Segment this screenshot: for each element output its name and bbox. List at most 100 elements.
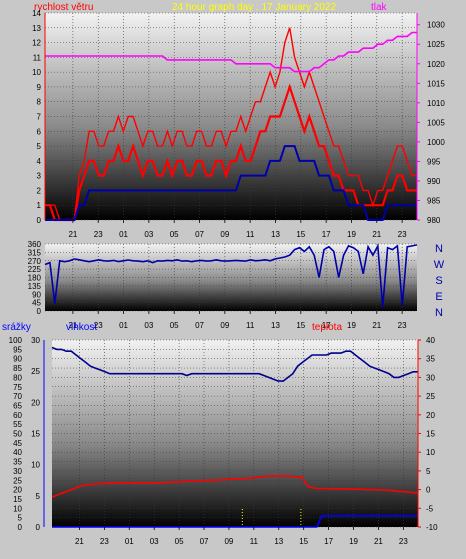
wind-direction-tick-label: 0 xyxy=(37,307,42,316)
x-tick-label: 11 xyxy=(250,537,259,546)
compass-label: S xyxy=(435,275,442,287)
wind-speed-tick-label: 6 xyxy=(37,127,42,136)
rain-tick-label: 20 xyxy=(13,486,22,495)
compass-label: N xyxy=(435,307,443,319)
rain-tick-label: 50 xyxy=(13,430,22,439)
wind-speed-series-line xyxy=(45,83,417,222)
wind-speed-tick-label: 5 xyxy=(37,142,42,151)
wind-direction-tick-label: 225 xyxy=(28,265,42,274)
humidity-tick-label: 15 xyxy=(31,430,40,439)
rain-tick-label: 75 xyxy=(13,383,22,392)
humidity-label: vlhkost xyxy=(66,322,97,333)
rain-tick-label: 80 xyxy=(13,373,22,382)
rain-tick-label: 95 xyxy=(13,345,22,354)
x-tick-label: 09 xyxy=(224,537,233,546)
compass-label: N xyxy=(435,243,443,255)
x-tick-label: 23 xyxy=(94,230,103,239)
humidity-tick-label: 30 xyxy=(31,336,40,345)
wind-pressure-series xyxy=(45,27,417,222)
x-tick-label: 17 xyxy=(322,321,331,330)
x-tick-label: 21 xyxy=(68,230,77,239)
pressure-tick-label: 1020 xyxy=(427,60,445,69)
x-tick-label: 17 xyxy=(324,537,333,546)
rain-tick-label: 45 xyxy=(13,439,22,448)
wind-direction-tick-label: 45 xyxy=(32,299,41,308)
pressure-tick-label: 985 xyxy=(427,196,441,205)
wind-speed-tick-label: 10 xyxy=(32,68,41,77)
wind-speed-tick-label: 0 xyxy=(37,216,42,225)
x-tick-label: 09 xyxy=(220,230,229,239)
wind-speed-label: rychlost větru xyxy=(34,2,93,13)
rain-tick-label: 0 xyxy=(18,523,23,532)
wind-speed-tick-label: 7 xyxy=(37,113,42,122)
wind-direction-tick-label: 315 xyxy=(28,248,42,257)
temperature-tick-label: 20 xyxy=(426,411,435,420)
wind-speed-tick-label: 12 xyxy=(32,39,41,48)
x-tick-label: 07 xyxy=(195,321,204,330)
rain-label: srážky xyxy=(2,322,31,333)
pressure-label: tlak xyxy=(371,2,388,13)
rain-tick-label: 100 xyxy=(9,336,23,345)
x-tick-label: 23 xyxy=(398,321,407,330)
rain-tick-label: 10 xyxy=(13,504,22,513)
x-tick-label: 15 xyxy=(296,321,305,330)
x-tick-label: 13 xyxy=(271,230,280,239)
pressure-tick-label: 980 xyxy=(427,216,441,225)
temperature-tick-label: -5 xyxy=(426,504,434,513)
wind-direction-tick-label: 270 xyxy=(28,257,42,266)
wind-speed-tick-label: 8 xyxy=(37,98,42,107)
wind-direction-tick-label: 135 xyxy=(28,282,42,291)
x-tick-label: 13 xyxy=(274,537,283,546)
average-wind-series-line xyxy=(45,145,417,221)
x-tick-label: 01 xyxy=(119,321,128,330)
x-tick-label: 21 xyxy=(68,321,77,330)
humidity-tick-label: 10 xyxy=(31,461,40,470)
rain-tick-label: 5 xyxy=(18,514,23,523)
chart-title: 24 hour graph day : 17 January 2022 xyxy=(172,2,336,13)
wind-speed-tick-label: 14 xyxy=(32,9,41,18)
x-tick-label: 13 xyxy=(271,321,280,330)
temperature-tick-label: 5 xyxy=(426,467,431,476)
rain-axis: 0510152025303540455055606570758085909510… xyxy=(9,336,23,532)
rain-series-line xyxy=(52,515,418,528)
rain-tick-label: 25 xyxy=(13,476,22,485)
x-tick-label: 09 xyxy=(220,321,229,330)
x-tick-label: 07 xyxy=(200,537,209,546)
x-tick-label: 15 xyxy=(299,537,308,546)
humidity-temperature-series xyxy=(51,346,419,528)
wind-speed-tick-label: 1 xyxy=(37,201,42,210)
x-tick-label: 11 xyxy=(246,321,255,330)
wind-pressure-x-axis: 21 23 01 03 05 07 09 11 13 15 17 19 21 23 xyxy=(68,220,407,239)
wind-direction-gridlines xyxy=(45,243,417,312)
rain-tick-label: 35 xyxy=(13,458,22,467)
x-tick-label: 03 xyxy=(144,321,153,330)
x-tick-label: 17 xyxy=(322,230,331,239)
compass-label: W xyxy=(434,259,445,271)
rain-tick-label: 40 xyxy=(13,448,22,457)
wind-speed-tick-label: 11 xyxy=(33,53,42,62)
wind-speed-tick-label: 13 xyxy=(32,24,41,33)
x-tick-label: 07 xyxy=(195,230,204,239)
temperature-tick-label: 15 xyxy=(426,430,435,439)
x-tick-label: 21 xyxy=(75,537,84,546)
x-tick-label: 21 xyxy=(374,537,383,546)
x-tick-label: 19 xyxy=(349,537,358,546)
rain-tick-label: 55 xyxy=(13,420,22,429)
pressure-tick-label: 1000 xyxy=(427,138,445,147)
pressure-axis: 980 985 990 995 1000 1005 1010 1015 1020 1025 1030 xyxy=(416,13,445,225)
pressure-series-line xyxy=(45,31,417,73)
humidity-axis: 0 5 10 15 20 25 30 xyxy=(31,336,45,532)
temperature-tick-label: 25 xyxy=(426,392,435,401)
x-tick-label: 23 xyxy=(94,321,103,330)
x-tick-label: 11 xyxy=(246,230,255,239)
temperature-tick-label: 40 xyxy=(426,336,435,345)
temperature-label: teplota xyxy=(312,322,342,333)
wind-speed-tick-label: 3 xyxy=(37,172,42,181)
humidity-tick-label: 25 xyxy=(31,367,40,376)
pressure-tick-label: 1025 xyxy=(427,40,445,49)
rain-tick-label: 70 xyxy=(13,392,22,401)
